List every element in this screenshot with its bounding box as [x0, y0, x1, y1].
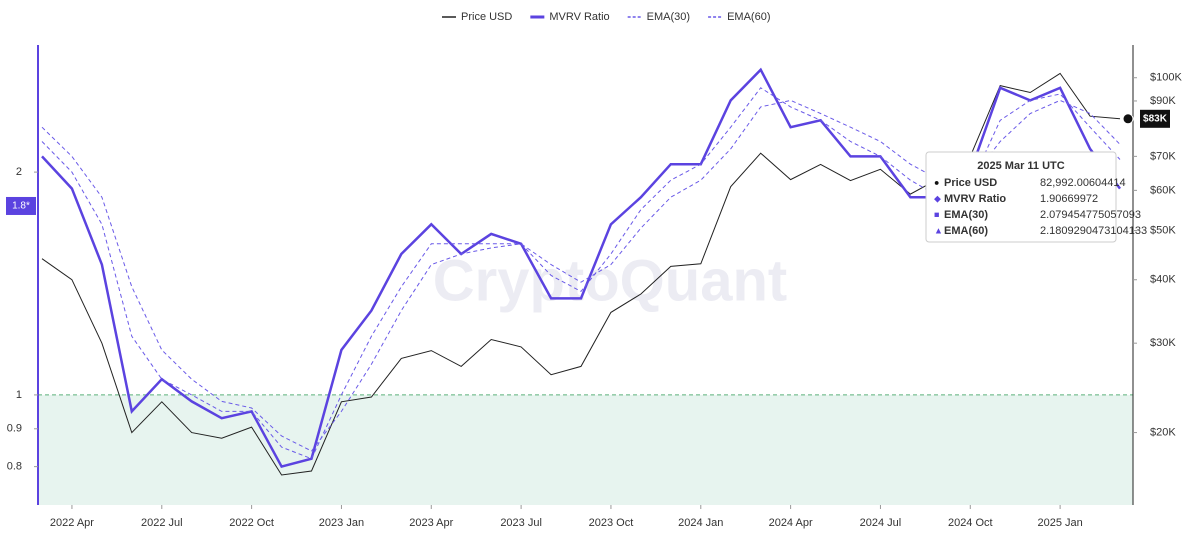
tooltip-name: MVRV Ratio [944, 193, 1006, 205]
x-tick-label: 2024 Jul [860, 517, 902, 529]
y-tick-label: 2 [16, 166, 22, 178]
y-tick-label: 0.8 [7, 461, 22, 473]
tooltip-box [925, 151, 1117, 243]
y2-tick-label: $30K [1150, 337, 1176, 349]
watermark: CryptoQuant [433, 248, 787, 313]
tooltip-symbol: ● [934, 177, 939, 187]
x-tick-label: 2023 Oct [589, 517, 634, 529]
tooltip-value: 2.079454775057093 [1040, 209, 1141, 221]
y2-tick-label: $100K [1150, 72, 1182, 84]
y2-tick-label: $50K [1150, 224, 1176, 236]
legend-label: EMA(60) [727, 11, 770, 23]
tooltip-name: Price USD [944, 177, 997, 189]
tooltip-name: EMA(30) [944, 209, 988, 221]
x-tick-label: 2024 Oct [948, 517, 993, 529]
x-tick-label: 2024 Jan [678, 517, 723, 529]
x-tick-label: 2022 Jul [141, 517, 183, 529]
y2-tick-label: $70K [1150, 150, 1176, 162]
tooltip-title: 2025 Mar 11 UTC [977, 160, 1064, 172]
y2-tick-label: $60K [1150, 184, 1176, 196]
tooltip-symbol: ▲ [934, 225, 943, 235]
y-tick-label: 0.9 [7, 423, 22, 435]
tooltip-value: 82,992.00604414 [1040, 177, 1126, 189]
threshold-zone [38, 394, 1133, 505]
current-y-box [6, 196, 36, 215]
current-y2-label: $83K [1143, 113, 1168, 124]
x-tick-label: 2022 Apr [50, 517, 94, 529]
y-tick-label: 1 [16, 389, 22, 401]
legend-label: MVRV Ratio [549, 11, 609, 23]
tooltip-name: EMA(60) [944, 225, 988, 237]
current-y-label: 1.8* [12, 201, 30, 212]
legend-label: Price USD [461, 11, 512, 23]
legend-label: EMA(30) [647, 11, 690, 23]
x-tick-label: 2025 Jan [1037, 517, 1082, 529]
hover-dot [1122, 113, 1134, 125]
x-tick-label: 2024 Apr [769, 517, 813, 529]
x-tick-label: 2023 Apr [409, 517, 453, 529]
x-tick-label: 2022 Oct [229, 517, 274, 529]
tooltip-value: 2.1809290473104133 [1040, 225, 1147, 237]
tooltip-symbol: ■ [934, 209, 939, 219]
tooltip: 2025 Mar 11 UTC ● Price USD 82,992.00604414… [925, 151, 1147, 243]
y2-tick-label: $90K [1150, 95, 1176, 107]
tooltip-symbol: ◆ [934, 193, 941, 203]
current-y2-box [1140, 109, 1170, 128]
tooltip-value: 1.90669972 [1040, 193, 1098, 205]
x-tick-label: 2023 Jul [500, 517, 542, 529]
y2-tick-label: $20K [1150, 426, 1176, 438]
y2-tick-label: $40K [1150, 274, 1176, 286]
x-tick-label: 2023 Jan [319, 517, 364, 529]
